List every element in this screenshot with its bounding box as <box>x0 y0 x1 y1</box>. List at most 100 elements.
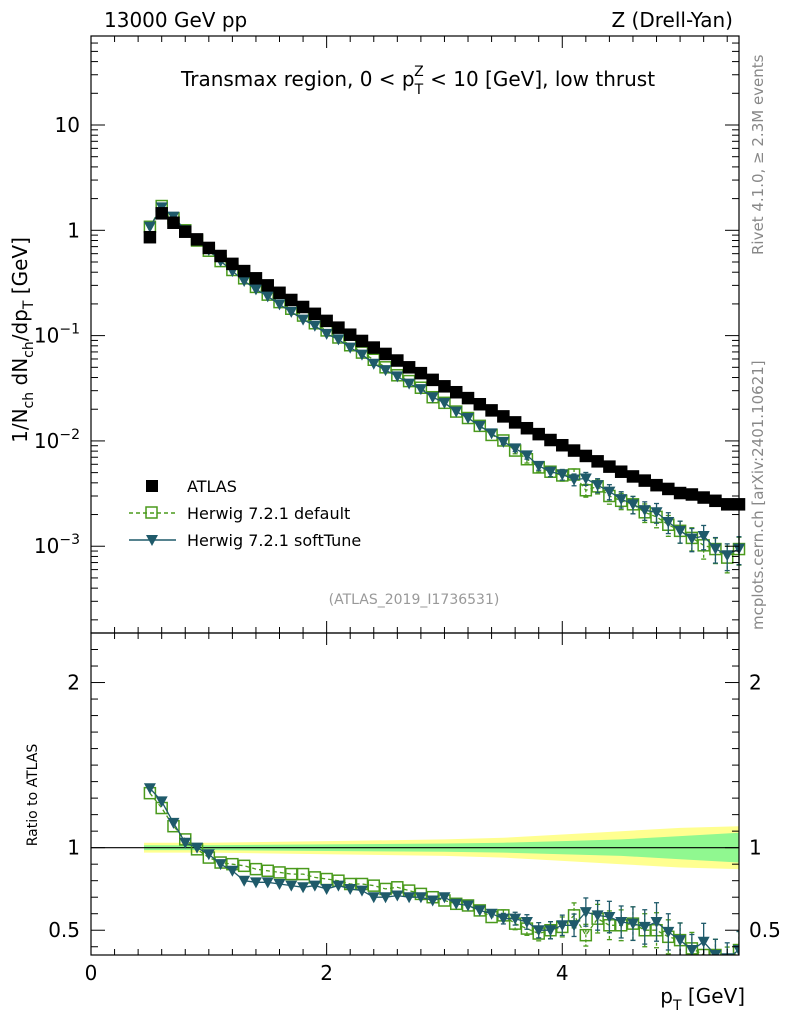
ratio-point-softtune <box>273 878 286 890</box>
data-point-softtune <box>273 299 286 311</box>
main-y-tick-label: 10 <box>55 113 80 137</box>
ratio-point-default <box>732 943 739 955</box>
ratio-point-softtune <box>202 849 215 861</box>
ratio-point-softtune <box>603 912 616 924</box>
data-point-atlas <box>261 279 274 292</box>
data-point-atlas <box>556 438 569 452</box>
data-point-atlas <box>449 385 463 399</box>
ratio-y-tick-label-right: 0.5 <box>749 918 781 942</box>
legend-label-softtune: Herwig 7.2.1 softTune <box>187 531 361 550</box>
data-point-atlas <box>332 321 345 334</box>
data-point-atlas <box>355 334 369 348</box>
data-point-softtune <box>662 516 675 528</box>
data-point-atlas <box>685 488 699 501</box>
ratio-point-softtune <box>226 865 239 877</box>
data-point-softtune <box>473 420 486 432</box>
data-point-softtune <box>462 413 475 425</box>
ratio-y-tick-label-left: 1 <box>67 836 80 860</box>
data-point-softtune <box>485 428 498 440</box>
ratio-frame <box>90 632 740 956</box>
ratio-point-softtune <box>497 913 510 925</box>
ratio-point-softtune <box>179 837 192 849</box>
ratio-point-softtune <box>308 880 321 892</box>
ratio-point-default <box>367 879 381 892</box>
data-point-atlas <box>709 494 722 508</box>
data-point-softtune <box>544 466 557 478</box>
ratio-point-softtune <box>238 875 251 887</box>
ratio-point-softtune <box>532 925 545 937</box>
data-point-softtune <box>320 328 333 340</box>
data-point-softtune <box>615 494 628 506</box>
data-point-softtune <box>709 543 722 555</box>
legend-marker-default <box>145 506 158 519</box>
reference-label: (ATLAS_2019_I1736531) <box>329 592 500 608</box>
ratio-point-softtune <box>733 945 739 955</box>
data-point-softtune <box>238 276 251 288</box>
data-point-atlas <box>638 474 651 487</box>
legend-marker-atlas <box>146 480 158 492</box>
data-point-atlas <box>673 486 687 500</box>
data-point-softtune <box>332 334 345 346</box>
legend: ATLAS Herwig 7.2.1 default Herwig 7.2.1 … <box>129 477 361 550</box>
data-point-softtune <box>697 531 710 543</box>
data-point-atlas <box>508 416 522 429</box>
main-panel <box>143 199 746 574</box>
data-point-atlas <box>414 366 428 380</box>
x-tick-label: 4 <box>556 961 569 985</box>
main-y-tick-label: 10−1 <box>34 322 80 348</box>
ratio-point-softtune <box>473 905 486 917</box>
ratio-point-default <box>285 867 298 881</box>
ratio-point-softtune <box>285 880 298 892</box>
legend-label-atlas: ATLAS <box>187 477 237 496</box>
ratio-point-softtune <box>674 935 687 947</box>
data-point-softtune <box>403 378 416 390</box>
data-point-atlas <box>402 361 416 374</box>
ratio-y-axis-label: Ratio to ATLAS <box>25 744 41 847</box>
ratio-point-softtune <box>591 910 604 922</box>
ratio-point-default <box>261 864 274 878</box>
ratio-point-softtune <box>438 892 451 904</box>
data-point-atlas <box>179 225 192 238</box>
ratio-y-tick-label-right: 2 <box>749 671 762 695</box>
data-point-atlas <box>391 354 404 367</box>
legend-marker-softtune <box>146 535 158 546</box>
data-point-softtune <box>568 474 581 486</box>
ratio-point-default <box>296 867 310 881</box>
ratio-point-softtune <box>426 895 439 907</box>
data-point-softtune <box>391 371 404 383</box>
data-point-atlas <box>143 230 157 244</box>
header-left: 13000 GeV pp <box>104 8 247 32</box>
data-point-atlas <box>532 427 545 441</box>
data-point-atlas <box>438 380 451 393</box>
data-point-atlas <box>155 207 168 220</box>
ratio-point-softtune <box>626 918 639 930</box>
data-point-atlas <box>603 460 616 473</box>
ratio-point-softtune <box>155 796 168 808</box>
data-point-atlas <box>473 397 487 411</box>
data-point-atlas <box>285 293 298 307</box>
data-point-softtune <box>379 365 392 377</box>
ratio-point-default <box>249 862 263 876</box>
ratio-point-softtune <box>414 892 427 904</box>
ratio-point-softtune <box>167 817 180 829</box>
data-point-atlas <box>567 444 581 457</box>
ratio-point-softtune <box>697 936 710 948</box>
main-y-tick-label: 10−2 <box>34 427 80 453</box>
ratio-point-softtune <box>685 945 698 955</box>
data-point-softtune <box>426 392 439 404</box>
data-point-atlas <box>214 249 227 263</box>
data-point-atlas <box>237 264 251 278</box>
data-point-atlas <box>720 498 734 511</box>
data-point-softtune <box>438 397 451 409</box>
ratio-point-default <box>273 866 286 879</box>
ratio-point-softtune <box>379 892 392 904</box>
data-point-softtune <box>638 505 651 517</box>
data-point-softtune <box>721 550 734 562</box>
mcplots-label: mcplots.cern.ch [arXiv:2401.10621] <box>749 360 767 630</box>
data-point-softtune <box>308 320 321 332</box>
data-point-softtune <box>509 443 522 455</box>
data-point-atlas <box>520 421 534 435</box>
x-tick-label: 2 <box>320 961 333 985</box>
data-point-softtune <box>450 406 463 418</box>
